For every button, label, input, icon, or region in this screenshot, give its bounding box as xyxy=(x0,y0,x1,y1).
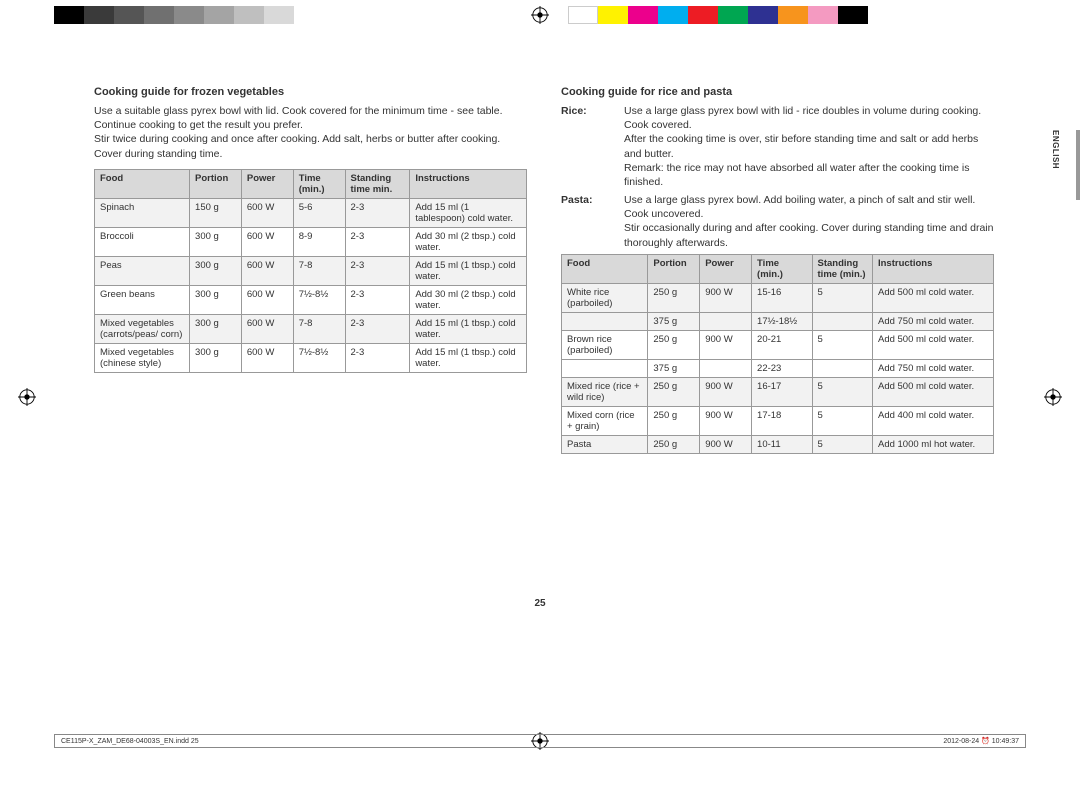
registration-mark-icon xyxy=(1044,388,1062,406)
language-label: ENGLISH xyxy=(1051,130,1060,169)
left-column: Cooking guide for frozen vegetables Use … xyxy=(94,86,527,454)
registration-mark-icon xyxy=(531,6,549,24)
section-paragraph: Use a suitable glass pyrex bowl with lid… xyxy=(94,104,527,161)
print-footer: CE115P-X_ZAM_DE68-04003S_EN.indd 25 2012… xyxy=(54,734,1026,748)
rice-pasta-table: FoodPortionPowerTime (min.)Standing time… xyxy=(561,254,994,454)
side-tab xyxy=(1076,130,1080,200)
page-content: Cooking guide for frozen vegetables Use … xyxy=(94,86,994,454)
right-column: Cooking guide for rice and pasta Rice:Us… xyxy=(561,86,994,454)
section-heading: Cooking guide for rice and pasta xyxy=(561,86,994,98)
page-number: 25 xyxy=(0,598,1080,609)
color-calibration-bar-left xyxy=(54,6,294,24)
definitions-block: Rice:Use a large glass pyrex bowl with l… xyxy=(561,104,994,250)
color-calibration-bar-right xyxy=(568,6,868,24)
footer-filename: CE115P-X_ZAM_DE68-04003S_EN.indd 25 xyxy=(61,738,199,745)
registration-mark-icon xyxy=(18,388,36,406)
frozen-veg-table: FoodPortionPowerTime (min.)Standing time… xyxy=(94,169,527,373)
footer-timestamp: 2012-08-24 ⏰ 10:49:37 xyxy=(943,737,1019,745)
section-heading: Cooking guide for frozen vegetables xyxy=(94,86,527,98)
